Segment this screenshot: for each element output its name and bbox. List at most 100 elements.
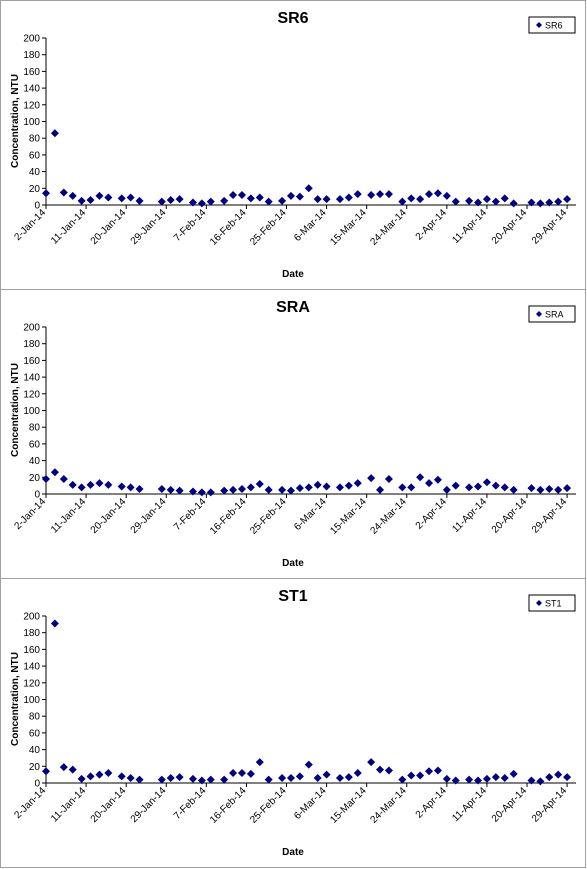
x-tick-label: 20-Apr-14	[490, 496, 530, 536]
data-point	[135, 484, 144, 493]
data-point	[295, 772, 304, 781]
y-tick-label: 200	[23, 34, 40, 45]
data-point	[117, 194, 126, 203]
data-point	[407, 483, 416, 492]
y-tick-label: 100	[23, 695, 40, 706]
data-point	[197, 199, 206, 208]
data-point	[157, 484, 166, 493]
data-point	[509, 485, 518, 494]
y-tick-label: 0	[34, 490, 40, 501]
data-point	[376, 485, 385, 494]
data-point	[367, 474, 376, 483]
data-point	[77, 196, 86, 205]
data-point	[304, 760, 313, 769]
data-point	[278, 773, 287, 782]
data-point	[344, 773, 353, 782]
x-tick-label: 11-Apr-14	[450, 207, 489, 246]
data-point	[545, 484, 554, 493]
x-tick-label: 15-Mar-14	[328, 785, 369, 826]
x-tick-label: 16-Feb-14	[208, 785, 249, 826]
y-tick-label: 40	[29, 167, 41, 178]
y-tick-label: 20	[29, 473, 41, 484]
x-tick-label: 7-Feb-14	[172, 496, 209, 533]
y-tick-label: 20	[29, 184, 41, 195]
data-point	[398, 775, 407, 784]
data-point	[175, 195, 184, 204]
y-tick-label: 100	[23, 406, 40, 417]
y-tick-label: 200	[23, 323, 40, 334]
data-point	[482, 195, 491, 204]
y-tick-label: 100	[23, 117, 40, 128]
x-tick-label: 29-Jan-14	[129, 496, 169, 536]
data-point	[353, 768, 362, 777]
data-point	[206, 775, 215, 784]
y-tick-label: 40	[29, 456, 41, 467]
data-point	[175, 773, 184, 782]
y-tick-label: 140	[23, 84, 40, 95]
data-point	[166, 195, 175, 204]
y-tick-label: 20	[29, 762, 41, 773]
data-point	[246, 483, 255, 492]
data-point	[313, 195, 322, 204]
x-tick-label: 24-Mar-14	[368, 207, 409, 248]
legend-label: SR6	[545, 21, 563, 31]
x-tick-label: 20-Jan-14	[89, 496, 129, 536]
data-point	[536, 777, 545, 786]
legend: SRA	[528, 305, 576, 323]
data-point	[554, 770, 563, 779]
data-point	[220, 196, 229, 205]
data-point	[255, 758, 264, 767]
chart-panel-sr6: SR6 0 20 40 60 80 100 120 140 160 180 200 2-Jan-14 11…	[0, 0, 586, 290]
x-tick-label: 2-Apr-14	[414, 207, 450, 243]
y-tick-label: 80	[29, 423, 41, 434]
y-tick-label: 80	[29, 712, 41, 723]
x-tick-label: 24-Mar-14	[368, 496, 409, 537]
data-point	[255, 193, 264, 202]
y-axis-label: Concentration, NTU	[10, 652, 21, 746]
data-point	[157, 775, 166, 784]
data-point	[42, 189, 50, 198]
data-point	[50, 468, 59, 477]
x-tick-label: 29-Jan-14	[129, 785, 169, 825]
data-point	[407, 194, 416, 203]
data-point	[264, 197, 273, 206]
data-point	[416, 195, 425, 204]
data-point	[77, 774, 86, 783]
x-tick-label: 25-Feb-14	[248, 496, 289, 537]
data-point	[465, 775, 474, 784]
x-tick-label: 16-Feb-14	[208, 496, 249, 537]
x-tick-label: 2-Jan-14	[12, 207, 48, 243]
y-tick-label: 60	[29, 150, 41, 161]
data-point	[451, 197, 460, 206]
data-point	[229, 190, 238, 199]
data-point	[433, 189, 442, 198]
data-point	[166, 485, 175, 494]
x-tick-label: 24-Mar-14	[368, 785, 409, 826]
x-tick-label: 15-Mar-14	[328, 496, 369, 537]
data-point	[77, 483, 86, 492]
x-axis-label: Date	[282, 847, 304, 858]
data-point	[50, 129, 59, 138]
y-tick-label: 40	[29, 745, 41, 756]
data-point	[491, 481, 500, 490]
data-point	[264, 485, 273, 494]
data-point	[344, 193, 353, 202]
data-point	[353, 479, 362, 488]
data-point	[68, 765, 77, 774]
y-axis-label: Concentration, NTU	[10, 74, 21, 168]
x-tick-label: 11-Apr-14	[450, 785, 489, 824]
data-point	[344, 481, 353, 490]
data-point	[384, 766, 393, 775]
data-point	[425, 479, 434, 488]
data-point	[278, 485, 287, 494]
data-point	[86, 772, 95, 781]
data-point	[527, 776, 536, 785]
x-tick-label: 6-Mar-14	[292, 496, 329, 533]
data-point	[384, 190, 393, 199]
data-point	[295, 192, 304, 201]
data-point	[86, 195, 95, 204]
data-point	[86, 480, 95, 489]
x-tick-label: 29-Apr-14	[530, 785, 570, 825]
data-point	[482, 478, 491, 487]
